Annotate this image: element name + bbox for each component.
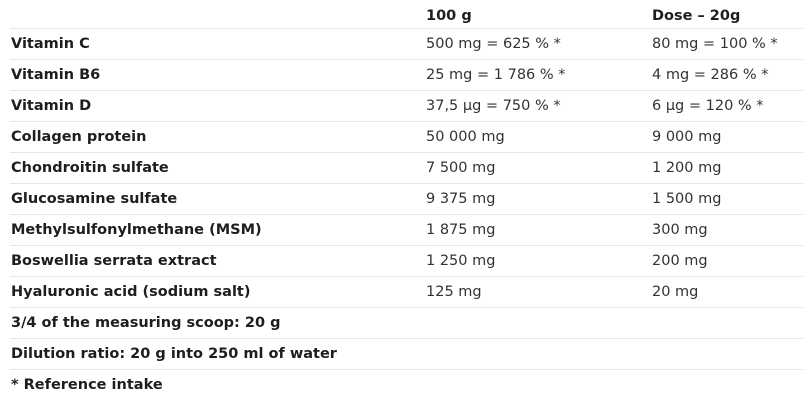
note-row: 3/4 of the measuring scoop: 20 g [10,308,803,339]
amount-per-dose: 20 mg [652,284,699,300]
nutrient-name: Glucosamine sulfate [11,191,178,207]
nutrient-name: Boswellia serrata extract [11,253,217,269]
nutrient-name: Methylsulfonylmethane (MSM) [11,222,262,238]
amount-per-dose: 200 mg [652,253,708,269]
table-row: Chondroitin sulfate 7 500 mg 1 200 mg [10,153,803,184]
note-text: 3/4 of the measuring scoop: 20 g [11,315,281,331]
nutrient-name: Vitamin D [11,98,92,114]
nutrient-name: Vitamin C [11,36,90,52]
table-header: 100 g Dose – 20g [10,0,803,29]
amount-per-100g: 1 250 mg [426,253,496,269]
amount-per-100g: 37,5 µg = 750 % * [426,98,561,114]
note-row: Dilution ratio: 20 g into 250 ml of wate… [10,339,803,370]
note-row: * Reference intake [10,370,803,401]
amount-per-100g: 7 500 mg [426,160,496,176]
nutrient-name: Collagen protein [11,129,147,145]
note-text: Dilution ratio: 20 g into 250 ml of wate… [11,346,337,362]
table-row: Vitamin B6 25 mg = 1 786 % * 4 mg = 286 % … [10,60,803,91]
amount-per-100g: 1 875 mg [426,222,496,238]
amount-per-100g: 25 mg = 1 786 % * [426,67,566,83]
amount-per-dose: 4 mg = 286 % * [652,67,769,83]
table-row: Collagen protein 50 000 mg 9 000 mg [10,122,803,153]
amount-per-dose: 1 200 mg [652,160,722,176]
amount-per-dose: 9 000 mg [652,129,722,145]
amount-per-100g: 50 000 mg [426,129,505,145]
table-row: Vitamin C 500 mg = 625 % * 80 mg = 100 % * [10,29,803,60]
amount-per-dose: 1 500 mg [652,191,722,207]
header-per-dose: Dose – 20g [652,8,741,24]
nutrient-name: Vitamin B6 [11,67,101,83]
table-row: Vitamin D 37,5 µg = 750 % * 6 µg = 120 % * [10,91,803,122]
amount-per-100g: 500 mg = 625 % * [426,36,561,52]
amount-per-dose: 300 mg [652,222,708,238]
table-row: Boswellia serrata extract 1 250 mg 200 mg [10,246,803,277]
table-row: Glucosamine sulfate 9 375 mg 1 500 mg [10,184,803,215]
note-text: * Reference intake [11,377,163,393]
amount-per-100g: 9 375 mg [426,191,496,207]
header-per-100g: 100 g [426,8,472,24]
nutrient-name: Chondroitin sulfate [11,160,169,176]
amount-per-100g: 125 mg [426,284,482,300]
table-row: Hyaluronic acid (sodium salt) 125 mg 20 mg [10,277,803,308]
amount-per-dose: 6 µg = 120 % * [652,98,764,114]
nutrient-name: Hyaluronic acid (sodium salt) [11,284,251,300]
table-row: Methylsulfonylmethane (MSM) 1 875 mg 300 m… [10,215,803,246]
amount-per-dose: 80 mg = 100 % * [652,36,778,52]
